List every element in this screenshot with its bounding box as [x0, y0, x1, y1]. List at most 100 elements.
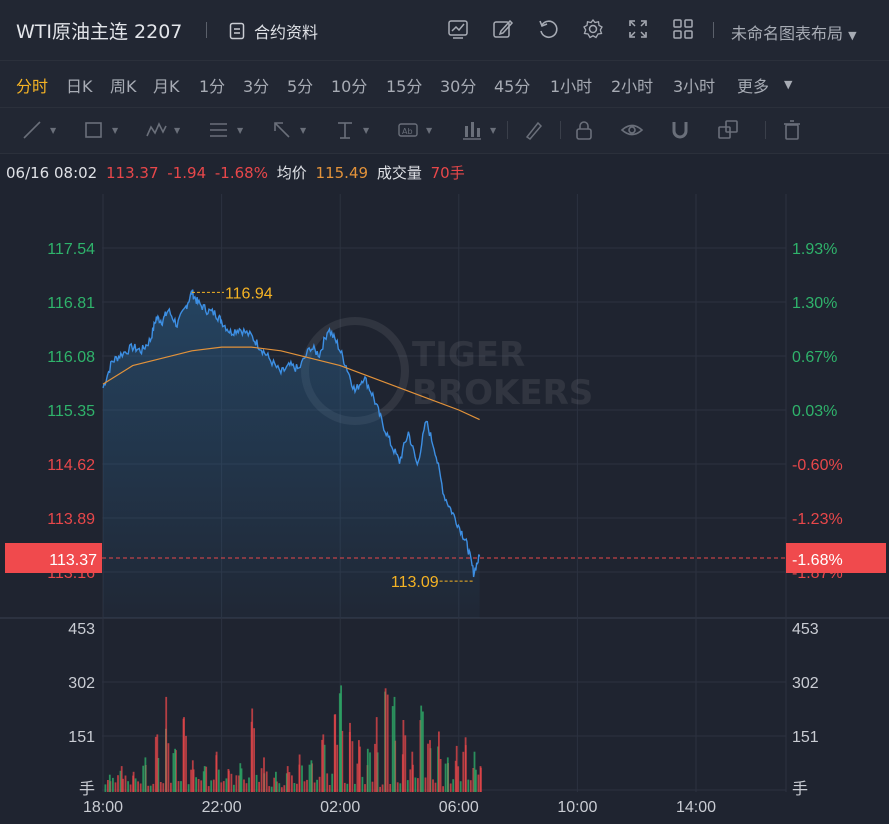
volume-bar	[167, 743, 170, 792]
volume-bar	[191, 760, 194, 792]
period-tab-7[interactable]: 10分	[331, 77, 368, 96]
header-divider-2	[713, 22, 714, 38]
more-chevron-icon[interactable]: ▼	[784, 78, 793, 91]
period-tab-13[interactable]: 3小时	[673, 77, 716, 96]
volume-bar	[288, 772, 291, 792]
page-title: WTI原油主连 2207	[16, 21, 183, 43]
volume-bar	[393, 696, 396, 792]
pct-tick-right: -1.23%	[792, 511, 843, 528]
avg-price-value: 115.49	[315, 164, 369, 182]
price-line-icon[interactable]	[333, 118, 357, 142]
tool-dropdown-icon[interactable]: ▼	[237, 126, 244, 135]
wave-icon[interactable]	[144, 118, 168, 142]
period-tab-4[interactable]: 1分	[199, 77, 226, 96]
tool-dropdown-icon[interactable]: ▼	[363, 126, 370, 135]
volume-bar	[227, 769, 230, 792]
volume-bar	[391, 706, 394, 792]
trash-icon[interactable]	[780, 118, 804, 142]
volume-bar	[157, 758, 160, 792]
quote-info-line: 06/16 08:02 113.37 -1.94 -1.68% 均价 115.4…	[6, 162, 469, 183]
volume-bar	[328, 785, 331, 792]
text-icon[interactable]: Ab	[396, 118, 420, 142]
volume-bar	[220, 782, 223, 792]
volume-bar	[124, 775, 127, 792]
period-tab-8[interactable]: 15分	[386, 77, 423, 96]
brush-icon[interactable]	[522, 118, 546, 142]
volume-bar	[308, 764, 311, 792]
tool-dropdown-icon[interactable]: ▼	[426, 126, 433, 135]
bar-icon[interactable]	[460, 118, 484, 142]
period-tab-5[interactable]: 3分	[243, 77, 270, 96]
period-tab-14[interactable]: 更多	[737, 77, 770, 96]
period-tab-11[interactable]: 1小时	[550, 77, 593, 96]
time-tick: 14:00	[676, 799, 716, 816]
tool-dropdown-icon[interactable]: ▼	[300, 126, 307, 135]
settings-gear-icon[interactable]	[582, 18, 604, 40]
layout-dropdown[interactable]: 未命名图表布局 ▼	[731, 20, 857, 44]
volume-bar	[301, 765, 303, 792]
period-tab-10[interactable]: 45分	[494, 77, 531, 96]
period-tab-2[interactable]: 周K	[110, 77, 137, 96]
rectangle-icon[interactable]	[82, 118, 106, 142]
tool-dropdown-icon[interactable]: ▼	[174, 126, 181, 135]
volume-bar	[371, 781, 374, 792]
time-tick: 18:00	[83, 799, 123, 816]
volume-bar	[134, 778, 137, 792]
current-pct-value: -1.68%	[792, 552, 843, 569]
volume-bar	[291, 775, 293, 792]
period-tab-0[interactable]: 分时	[16, 77, 49, 96]
period-tab-6[interactable]: 5分	[287, 77, 314, 96]
volume-bar	[462, 751, 465, 792]
price-area	[103, 289, 480, 618]
volume-bar	[243, 779, 245, 792]
pct-tick-right: 1.93%	[792, 241, 837, 258]
refresh-icon[interactable]	[537, 18, 559, 40]
clone-icon[interactable]	[716, 118, 740, 142]
volume-bar	[303, 781, 306, 792]
eye-icon[interactable]	[620, 118, 644, 142]
tool-dropdown-icon[interactable]: ▼	[112, 126, 119, 135]
fullscreen-icon[interactable]	[627, 18, 649, 40]
lock-icon[interactable]	[572, 118, 596, 142]
trend-line-icon[interactable]	[20, 118, 44, 142]
volume-bar	[215, 751, 218, 792]
volume-bar	[142, 765, 145, 792]
volume-bar	[258, 781, 260, 792]
volume-bar	[268, 786, 271, 792]
volume-bar	[411, 751, 414, 792]
tool-dropdown-icon[interactable]: ▼	[490, 126, 497, 135]
volume-bar	[147, 785, 150, 792]
period-tab-3[interactable]: 月K	[153, 77, 180, 96]
volume-bar	[280, 787, 283, 792]
period-tab-12[interactable]: 2小时	[611, 77, 654, 96]
volume-bar	[112, 777, 114, 792]
period-tab-9[interactable]: 30分	[440, 77, 477, 96]
tool-dropdown-icon[interactable]: ▼	[50, 126, 57, 135]
volume-bar	[248, 777, 250, 792]
volume-bar	[399, 783, 402, 792]
edit-icon[interactable]	[492, 18, 514, 40]
period-bar: 分时 日K 周K 月K 1分 3分 5分 10分 15分 30分 45分 1小时 2小时 3小时 更多 ▼	[0, 60, 889, 107]
period-tab-1[interactable]: 日K	[66, 77, 93, 96]
volume-bar	[414, 777, 417, 792]
volume-bar	[283, 785, 286, 792]
fib-icon[interactable]	[207, 118, 231, 142]
volume-bar	[156, 734, 159, 792]
volume-bar	[205, 766, 208, 792]
magnet-icon[interactable]	[668, 118, 692, 142]
quote-change: -1.94	[167, 164, 207, 182]
svg-text:Ab: Ab	[402, 127, 413, 136]
volume-bar	[346, 783, 349, 792]
quote-change-pct: -1.68%	[214, 164, 268, 182]
indicator-icon[interactable]	[447, 18, 469, 40]
arrow-icon[interactable]	[270, 118, 294, 142]
grid-layout-icon[interactable]	[672, 18, 694, 40]
volume-bar	[298, 754, 301, 792]
current-price-tag	[5, 543, 102, 573]
volume-unit-left: 手	[79, 780, 95, 798]
quote-datetime: 06/16 08:02	[6, 164, 98, 182]
volume-bar	[321, 739, 323, 792]
volume-bar	[225, 778, 228, 792]
contract-info-button[interactable]: 合约资料	[228, 19, 318, 43]
